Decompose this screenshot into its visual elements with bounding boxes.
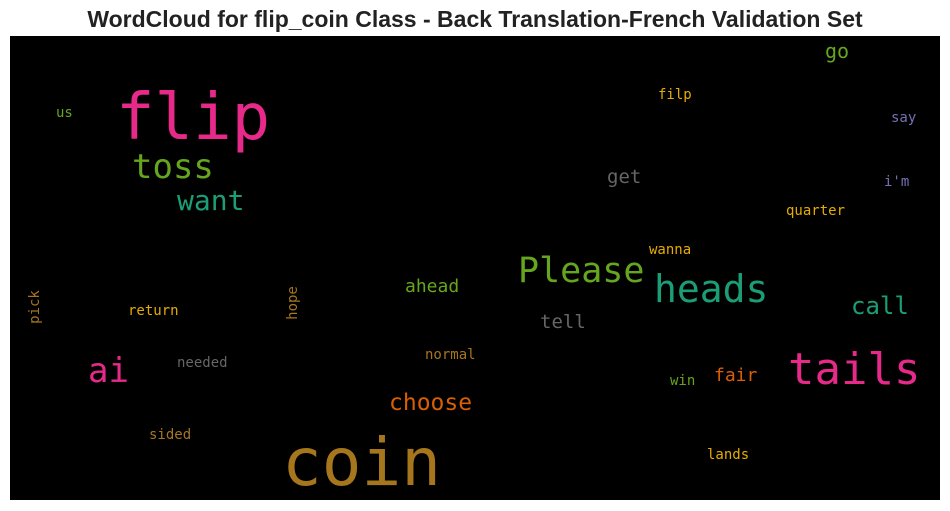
word-want: want — [177, 184, 245, 217]
word-us: us — [56, 105, 73, 121]
word-lands: lands — [707, 447, 750, 463]
word-call: call — [851, 292, 909, 320]
word-sided: sided — [149, 427, 192, 443]
word-flip: flip — [116, 81, 271, 155]
word-return: return — [128, 303, 179, 319]
word-tell: tell — [540, 311, 586, 333]
word-go: go — [825, 39, 850, 63]
word-toss: toss — [132, 147, 214, 187]
word-say: say — [891, 110, 917, 126]
word-tails: tails — [788, 344, 921, 395]
word-win: win — [670, 373, 696, 389]
word-ai: ai — [88, 351, 129, 391]
word-quarter: quarter — [786, 203, 846, 219]
word-fair: fair — [714, 365, 758, 386]
word-needed: needed — [177, 355, 228, 371]
word-please: Please — [518, 251, 645, 291]
word-coin: coin — [282, 424, 441, 500]
word-normal: normal — [425, 347, 476, 363]
word-wanna: wanna — [649, 242, 692, 258]
word-filp: filp — [658, 87, 692, 103]
chart-title: WordCloud for flip_coin Class - Back Tra… — [87, 6, 863, 32]
word-heads: heads — [654, 267, 769, 311]
word-choose: choose — [389, 390, 473, 416]
word-pick: pick — [26, 290, 43, 324]
word-hope: hope — [284, 286, 301, 320]
word-get: get — [607, 166, 642, 188]
word-im: i'm — [884, 174, 910, 190]
word-ahead: ahead — [405, 276, 460, 297]
wordcloud-canvas: flip coin tails heads Please toss want a… — [10, 36, 940, 500]
